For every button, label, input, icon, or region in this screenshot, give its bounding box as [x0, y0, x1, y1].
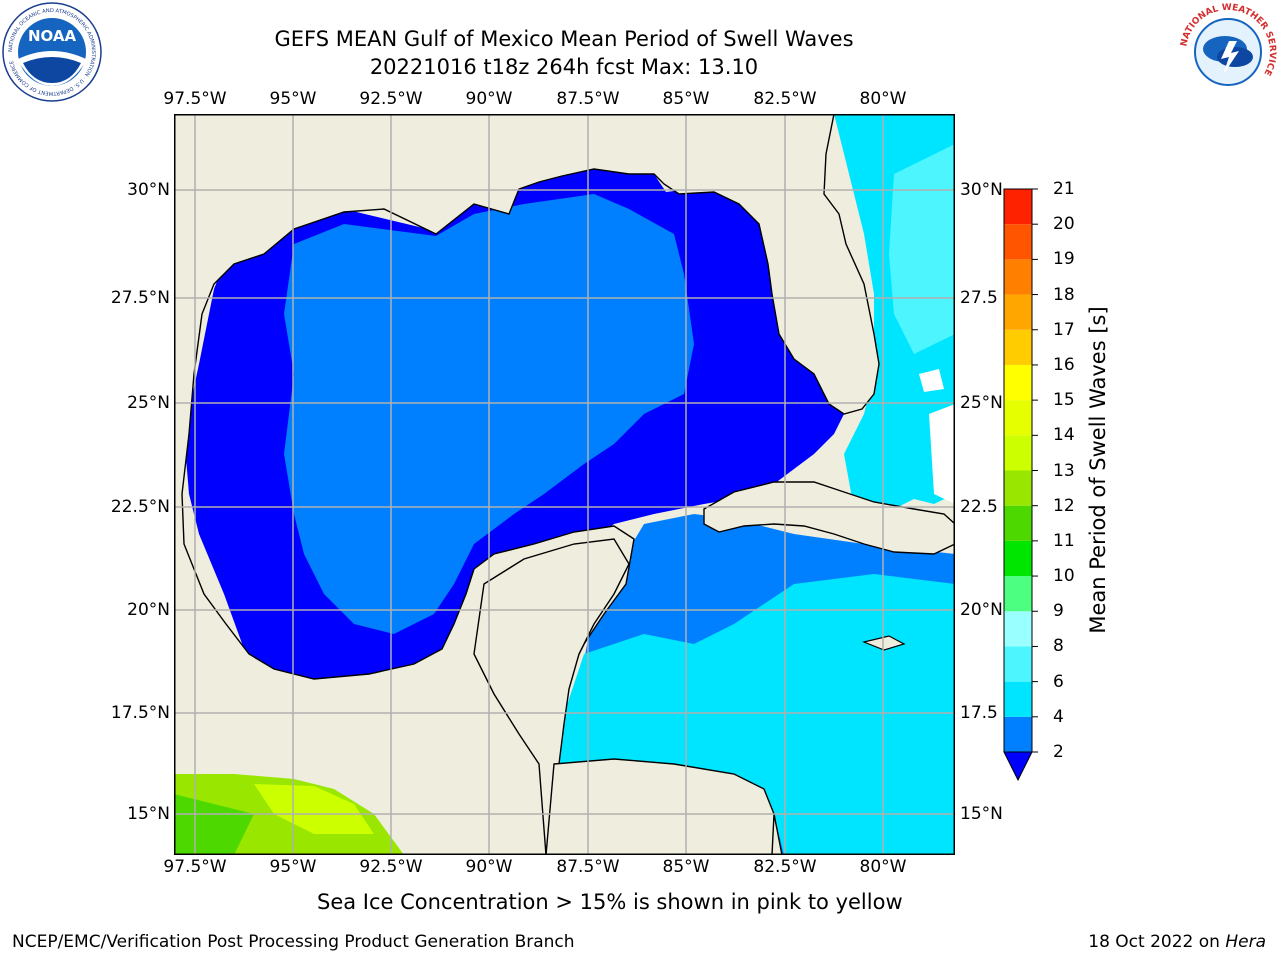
- lat-right-label: 15°N: [960, 804, 1003, 824]
- colorbar-bin: [1004, 435, 1032, 471]
- nws-logo: NATIONAL WEATHER SERVICE: [1179, 3, 1277, 101]
- colorbar-title: Mean Period of Swell Waves [s]: [1086, 306, 1110, 634]
- lat-right-label: 27.5: [960, 288, 998, 308]
- colorbar-tick-label: 20: [1053, 214, 1075, 235]
- bahamas-shelf: [929, 404, 955, 504]
- colorbar: [1003, 188, 1038, 782]
- map-frame: [174, 114, 955, 855]
- colorbar-tick-label: 17: [1053, 319, 1075, 340]
- chart-title: GEFS MEAN Gulf of Mexico Mean Period of …: [274, 27, 854, 51]
- colorbar-tick-label: 8: [1053, 636, 1064, 657]
- colorbar-tick-label: 4: [1053, 706, 1064, 727]
- lon-top-label: 87.5°W: [556, 89, 620, 109]
- footer-org: NCEP/EMC/Verification Post Processing Pr…: [12, 932, 575, 952]
- pacific-green-water: [174, 794, 254, 855]
- colorbar-bin: [1004, 716, 1032, 752]
- lat-right-label: 17.5: [960, 703, 998, 723]
- lat-left-label: 22.5°N: [110, 497, 170, 517]
- colorbar-bin: [1004, 294, 1032, 330]
- lon-bottom-label: 90°W: [465, 857, 513, 877]
- colorbar-tick-label: 18: [1053, 284, 1075, 305]
- colorbar-bin: [1004, 224, 1032, 260]
- colorbar-bin: [1004, 329, 1032, 365]
- colorbar-bin: [1004, 364, 1032, 401]
- colorbar-tick-label: 21: [1053, 179, 1075, 199]
- colorbar-tick-label: 19: [1053, 249, 1075, 270]
- colorbar-bin: [1004, 540, 1032, 577]
- lat-right-label: 30°N: [960, 180, 1003, 200]
- lat-right-label: 20°N: [960, 600, 1003, 620]
- colorbar-bin: [1004, 611, 1032, 647]
- pacific-yellow-water: [254, 784, 374, 834]
- lat-left-label: 27.5°N: [110, 288, 170, 308]
- colorbar-tick-label: 16: [1053, 354, 1075, 375]
- colorbar-tick-label: 10: [1053, 566, 1075, 587]
- colorbar-bin: [1004, 400, 1032, 436]
- graticule: [174, 114, 955, 855]
- lon-top-label: 85°W: [662, 89, 710, 109]
- chart-subtitle: 20221016 t18z 264h fcst Max: 13.10: [369, 55, 759, 79]
- colorbar-bin: [1004, 681, 1032, 717]
- caribbean-cyan-water: [554, 574, 955, 855]
- central-america-land: [545, 758, 775, 855]
- lon-top-label: 82.5°W: [753, 89, 817, 109]
- sea-ice-note: Sea Ice Concentration > 15% is shown in …: [317, 890, 903, 914]
- footer-date-text: 18 Oct 2022 on: [1088, 932, 1226, 952]
- cuba-land: [703, 481, 955, 555]
- colorbar-tick-label: 9: [1053, 601, 1064, 622]
- lat-left-label: 15°N: [127, 804, 170, 824]
- colorbar-tick-label: 15: [1053, 390, 1075, 411]
- noaa-logo: NOAA NATIONAL OCEANIC AND ATMOSPHERIC AD…: [2, 2, 102, 102]
- colorbar-bin: [1004, 646, 1032, 682]
- lat-right-label: 22.5: [960, 497, 998, 517]
- lon-bottom-label: 85°W: [662, 857, 710, 877]
- florida-straits-water: [889, 144, 955, 354]
- lon-bottom-label: 95°W: [269, 857, 317, 877]
- lat-left-label: 30°N: [127, 180, 170, 200]
- lon-bottom-label: 87.5°W: [556, 857, 620, 877]
- lon-top-label: 95°W: [269, 89, 317, 109]
- colorbar-tick-label: 2: [1053, 742, 1064, 762]
- lon-top-label: 97.5°W: [163, 89, 227, 109]
- lon-bottom-label: 80°W: [859, 857, 907, 877]
- lat-right-label: 25°N: [960, 393, 1003, 413]
- lon-bottom-label: 97.5°W: [163, 857, 227, 877]
- jamaica-land: [862, 635, 906, 651]
- noaa-text: NOAA: [28, 27, 77, 45]
- lon-bottom-label: 82.5°W: [753, 857, 817, 877]
- colorbar-tick-label: 12: [1053, 495, 1075, 516]
- colorbar-tick-label: 6: [1053, 671, 1064, 692]
- colorbar-bin: [1004, 189, 1032, 225]
- lat-left-label: 20°N: [127, 600, 170, 620]
- colorbar-tick-label: 11: [1053, 530, 1075, 551]
- colorbar-tick-label: 13: [1053, 460, 1075, 481]
- lon-top-label: 80°W: [859, 89, 907, 109]
- colorbar-tick-label: 14: [1053, 425, 1075, 446]
- map-panel: [174, 114, 955, 855]
- colorbar-under-extend: [1003, 751, 1033, 782]
- lon-top-label: 90°W: [465, 89, 513, 109]
- lon-top-label: 92.5°W: [359, 89, 423, 109]
- footer-machine: Hera: [1225, 932, 1266, 952]
- colorbar-bin: [1004, 259, 1032, 295]
- lat-left-label: 17.5°N: [110, 703, 170, 723]
- footer-date: 18 Oct 2022 on Hera: [1088, 932, 1266, 952]
- colorbar-bin: [1004, 505, 1032, 541]
- colorbar-bin: [1004, 576, 1032, 612]
- lat-left-label: 25°N: [127, 393, 170, 413]
- colorbar-bin: [1004, 470, 1032, 506]
- bahamas-shelf: [919, 369, 944, 392]
- lon-bottom-label: 92.5°W: [359, 857, 423, 877]
